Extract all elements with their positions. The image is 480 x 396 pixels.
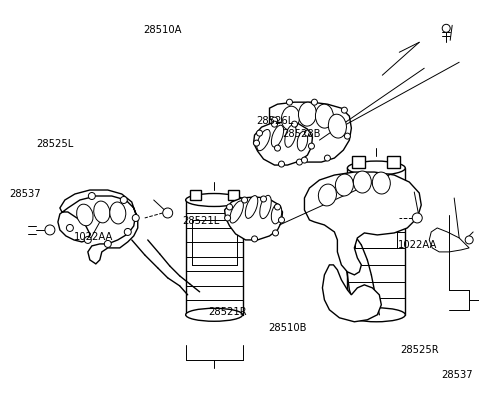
Ellipse shape xyxy=(260,195,271,219)
Ellipse shape xyxy=(353,171,372,193)
Ellipse shape xyxy=(318,184,336,206)
Polygon shape xyxy=(304,172,421,275)
Ellipse shape xyxy=(297,131,308,151)
Circle shape xyxy=(324,155,330,161)
Text: 28528B: 28528B xyxy=(283,129,321,139)
Ellipse shape xyxy=(94,201,110,223)
Circle shape xyxy=(412,213,422,223)
Text: 28521R: 28521R xyxy=(208,307,247,317)
Circle shape xyxy=(104,240,111,248)
Polygon shape xyxy=(323,265,381,322)
Ellipse shape xyxy=(271,204,282,224)
Circle shape xyxy=(442,24,450,32)
Circle shape xyxy=(88,192,96,200)
Circle shape xyxy=(272,121,277,127)
Ellipse shape xyxy=(271,125,284,147)
Ellipse shape xyxy=(328,114,347,138)
Circle shape xyxy=(309,143,314,149)
Circle shape xyxy=(124,228,131,236)
Ellipse shape xyxy=(257,129,270,151)
Ellipse shape xyxy=(186,308,242,321)
Circle shape xyxy=(275,204,280,210)
Circle shape xyxy=(241,197,248,203)
Circle shape xyxy=(465,236,473,244)
Ellipse shape xyxy=(245,196,258,218)
Text: 28525R: 28525R xyxy=(400,345,439,355)
Text: 28521L: 28521L xyxy=(182,216,219,226)
Polygon shape xyxy=(387,156,400,168)
Circle shape xyxy=(163,208,173,218)
Circle shape xyxy=(291,121,298,127)
Ellipse shape xyxy=(281,106,300,130)
Circle shape xyxy=(304,130,311,136)
Circle shape xyxy=(66,225,73,231)
Circle shape xyxy=(252,236,258,242)
Circle shape xyxy=(301,157,308,163)
Circle shape xyxy=(225,215,230,221)
Circle shape xyxy=(344,133,350,139)
Circle shape xyxy=(84,236,91,244)
Polygon shape xyxy=(58,190,138,264)
Circle shape xyxy=(287,99,292,105)
Text: 28510A: 28510A xyxy=(144,25,182,35)
Circle shape xyxy=(297,159,302,165)
Circle shape xyxy=(341,107,348,113)
Circle shape xyxy=(45,225,55,235)
Ellipse shape xyxy=(315,104,334,128)
Circle shape xyxy=(275,145,280,151)
Polygon shape xyxy=(190,190,201,200)
Circle shape xyxy=(120,196,127,204)
Ellipse shape xyxy=(348,161,405,175)
Polygon shape xyxy=(269,102,351,162)
Circle shape xyxy=(273,230,278,236)
Ellipse shape xyxy=(110,202,126,224)
Circle shape xyxy=(256,130,263,136)
Circle shape xyxy=(278,217,285,223)
Polygon shape xyxy=(429,228,469,252)
Polygon shape xyxy=(228,190,239,200)
Text: 28525L: 28525L xyxy=(36,139,73,149)
Text: 28526L: 28526L xyxy=(256,116,294,126)
Circle shape xyxy=(278,161,285,167)
Ellipse shape xyxy=(285,125,296,147)
Ellipse shape xyxy=(186,194,242,206)
Polygon shape xyxy=(352,156,365,168)
Circle shape xyxy=(132,215,139,221)
Circle shape xyxy=(312,99,317,105)
Text: 1022AA: 1022AA xyxy=(74,232,114,242)
Polygon shape xyxy=(253,122,312,165)
Text: 28537: 28537 xyxy=(10,189,41,199)
Ellipse shape xyxy=(336,174,353,196)
Circle shape xyxy=(272,117,277,123)
Ellipse shape xyxy=(299,102,316,126)
Text: 28537: 28537 xyxy=(441,370,472,380)
Ellipse shape xyxy=(230,201,243,223)
Text: 28510B: 28510B xyxy=(268,323,307,333)
Ellipse shape xyxy=(348,308,405,322)
Ellipse shape xyxy=(372,172,390,194)
Circle shape xyxy=(261,196,266,202)
Ellipse shape xyxy=(77,204,93,226)
Circle shape xyxy=(253,140,260,146)
Text: 1022AA: 1022AA xyxy=(398,240,437,249)
Circle shape xyxy=(227,204,233,210)
Polygon shape xyxy=(225,197,283,240)
